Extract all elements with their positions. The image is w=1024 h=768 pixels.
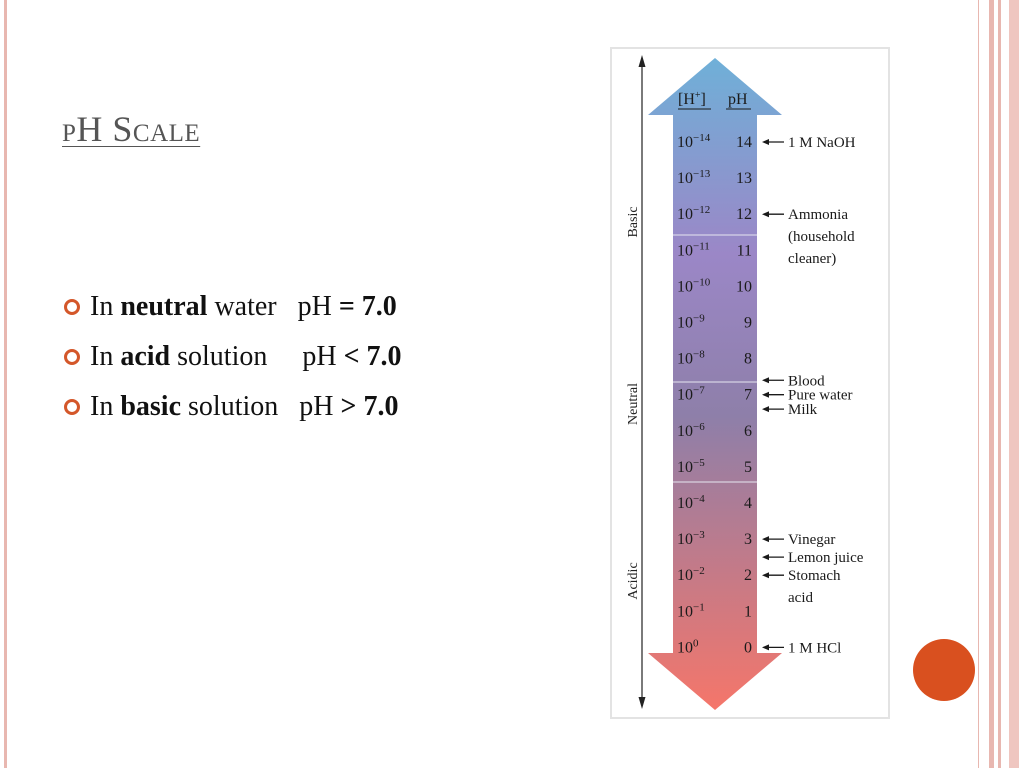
- bullet-list: In neutral water pH = 7.0 In acid soluti…: [64, 282, 402, 432]
- hconc-label: 10−3: [677, 529, 705, 548]
- example-label: Pure water: [788, 388, 853, 404]
- pointer-arrow-icon: [762, 377, 769, 384]
- ph-value-label: 13: [736, 170, 752, 187]
- ph-value-label: 0: [744, 639, 752, 656]
- slide-border-right: [978, 0, 1024, 768]
- example-item: Pure water: [762, 388, 853, 404]
- example-label: (household: [788, 229, 855, 245]
- bullet-circle-icon: [64, 398, 80, 415]
- slide-border-left: [0, 0, 10, 768]
- hconc-label: 10−2: [677, 565, 705, 584]
- example-label: acid: [788, 590, 813, 606]
- hconc-label: 10−11: [677, 240, 710, 259]
- hconc-label: 100: [677, 637, 699, 656]
- hconc-label: 10−8: [677, 349, 705, 368]
- ph-value-label: 11: [737, 242, 752, 259]
- axis-down-arrowhead-icon: [638, 697, 646, 709]
- pointer-arrow-icon: [762, 572, 769, 579]
- ph-value-label: 7: [744, 387, 752, 404]
- ph-value-label: 2: [744, 567, 752, 584]
- ph-value-label: 5: [744, 459, 752, 476]
- bullet-circle-icon: [64, 298, 80, 315]
- bullet-prefix: In: [90, 341, 121, 372]
- example-substances: 1 M NaOH Ammonia (household cleaner) BloodP…: [762, 135, 864, 656]
- basic-region-label: Basic: [626, 206, 641, 237]
- bullet-basic: In basic solution pH > 7.0: [64, 382, 402, 432]
- bullet-prefix: In: [90, 291, 121, 322]
- example-label: cleaner): [788, 251, 836, 267]
- example-label: Milk: [788, 402, 818, 418]
- example-item: Milk: [762, 402, 818, 418]
- ph-value-label: 8: [744, 351, 752, 368]
- bullet-middle: solution pH: [181, 391, 341, 422]
- example-label: 1 M NaOH: [788, 135, 856, 151]
- decorative-circle: [913, 639, 975, 701]
- bullet-condition: = 7.0: [338, 291, 397, 322]
- bullet-condition: > 7.0: [340, 391, 399, 422]
- example-item: Vinegar: [762, 532, 835, 548]
- example-item: 1 M HCl: [762, 640, 841, 656]
- bullet-middle: solution pH: [170, 341, 344, 372]
- example-item: 1 M NaOH: [762, 135, 856, 151]
- ph-value-label: 4: [744, 495, 752, 512]
- ph-value-label: 12: [736, 206, 752, 223]
- ph-value-label: 10: [736, 278, 752, 295]
- hconc-label: 10−7: [677, 385, 705, 404]
- pointer-arrow-icon: [762, 406, 769, 413]
- neutral-region-label: Neutral: [626, 383, 641, 425]
- hconc-label: 10−5: [677, 457, 705, 476]
- pointer-arrow-icon: [762, 644, 769, 651]
- bullet-acid: In acid solution pH < 7.0: [64, 332, 402, 382]
- hconc-label: 10−4: [677, 493, 705, 512]
- example-item: Stomach acid: [762, 568, 841, 606]
- hconc-label: 10−10: [677, 276, 711, 295]
- pointer-arrow-icon: [762, 211, 769, 218]
- example-item: Lemon juice: [762, 550, 864, 566]
- axis-up-arrowhead-icon: [638, 55, 646, 67]
- bullet-middle: water pH: [207, 291, 339, 322]
- pointer-arrow-icon: [762, 139, 769, 145]
- ph-value-label: 9: [744, 315, 752, 332]
- bullet-prefix: In: [90, 391, 121, 422]
- ph-scale-figure: [H+] pH Basic Neutral Acidic 10−14 14 10−1…: [610, 47, 890, 719]
- ph-value-label: 3: [744, 531, 752, 548]
- ph-value-label: 6: [744, 423, 752, 440]
- acidic-region-label: Acidic: [626, 562, 641, 599]
- bullet-circle-icon: [64, 348, 80, 365]
- ph-value-label: 1: [744, 603, 752, 620]
- example-item: Ammonia (household cleaner): [762, 207, 855, 267]
- bullet-condition: < 7.0: [343, 341, 402, 372]
- hconc-label: 10−9: [677, 313, 705, 332]
- hplus-header: [H+]: [678, 90, 706, 108]
- example-label: Stomach: [788, 568, 841, 584]
- ph-scale-diagram: [H+] pH Basic Neutral Acidic 10−14 1410−1…: [626, 55, 864, 710]
- hconc-label: 10−6: [677, 421, 705, 440]
- bullet-neutral: In neutral water pH = 7.0: [64, 282, 402, 332]
- example-item: Blood: [762, 373, 825, 389]
- bullet-keyword: basic: [120, 391, 182, 422]
- ph-header: pH: [728, 91, 748, 108]
- hconc-label: 10−14: [677, 132, 711, 151]
- example-label: Blood: [788, 373, 825, 389]
- example-label: Lemon juice: [788, 550, 864, 566]
- ph-gradient-arrow: [648, 58, 782, 710]
- hconc-label: 10−12: [677, 204, 710, 223]
- pointer-arrow-icon: [762, 536, 769, 543]
- example-label: Vinegar: [788, 532, 835, 548]
- bullet-keyword: acid: [120, 341, 171, 372]
- ph-value-label: 14: [736, 134, 752, 151]
- pointer-arrow-icon: [762, 391, 769, 398]
- example-label: 1 M HCl: [788, 640, 841, 656]
- pointer-arrow-icon: [762, 554, 769, 561]
- slide-title: pH Scale: [62, 109, 201, 149]
- hconc-label: 10−13: [677, 168, 711, 187]
- bullet-keyword: neutral: [120, 291, 208, 322]
- example-label: Ammonia: [788, 207, 848, 223]
- hconc-label: 10−1: [677, 601, 705, 620]
